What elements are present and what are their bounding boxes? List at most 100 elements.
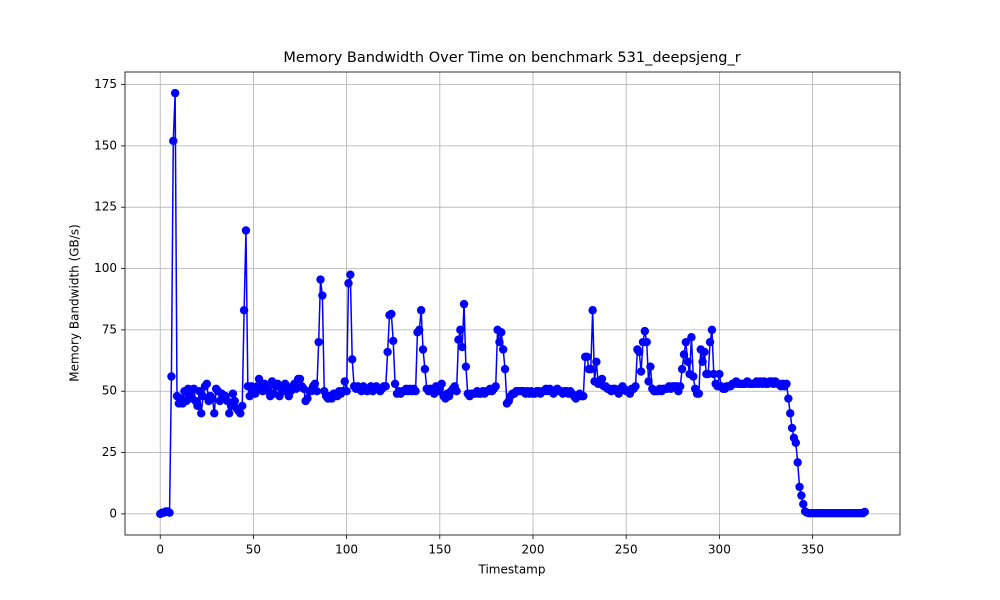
data-point [588,306,597,315]
y-tick-label: 125 [94,200,117,214]
data-point [437,379,446,389]
data-point [694,389,704,398]
data-point [452,387,461,396]
data-point [314,337,323,347]
data-point [860,507,869,517]
data-point [640,326,650,336]
data-point [592,357,601,366]
x-tick-label: 200 [522,543,545,557]
data-point [597,374,607,384]
data-point [420,364,430,374]
data-point [495,337,504,347]
data-point [586,364,595,374]
data-point [254,374,264,384]
axes-frame [124,71,901,536]
y-tick-label: 75 [102,322,117,336]
plot [156,88,869,519]
data-point [230,396,239,406]
y-tick-label: 25 [102,445,117,459]
data-point [582,352,592,362]
data-point [295,374,305,384]
data-point [387,309,396,319]
data-point [715,369,724,379]
data-point [457,342,467,352]
data-point [500,364,510,374]
data-point [646,362,655,371]
data-point [316,275,325,284]
data-point [165,508,174,517]
data-point [342,387,351,396]
data-point [782,379,791,389]
data-point [497,328,506,337]
x-tick-label: 300 [708,543,731,557]
data-point [241,226,251,235]
x-tick-label: 250 [615,543,638,557]
data-point [383,347,392,357]
data-point [683,357,692,366]
data-point [793,458,802,467]
data-point [390,379,400,389]
data-point [681,337,691,347]
data-point [700,347,709,357]
data-point [642,337,651,347]
x-tick-label: 50 [246,543,261,557]
data-point [787,423,797,433]
data-point [310,379,320,389]
data-point [210,409,219,418]
data-point [418,345,428,354]
data-point [636,367,646,376]
data-point [346,270,355,279]
data-point [795,482,804,492]
data-point [340,377,349,386]
data-point [784,394,793,403]
data-point [193,401,202,411]
data-point [167,372,176,381]
x-axis-label: Timestamp [478,563,546,577]
data-point [676,382,685,391]
data-point [228,389,238,398]
data-point [579,391,588,401]
y-tick-label: 175 [94,77,117,91]
data-point [491,382,500,391]
y-tick-label: 50 [102,384,117,398]
data-point [416,306,426,315]
data-point [689,372,698,381]
data-point [677,364,687,374]
data-point [251,389,260,398]
x-tick-label: 350 [801,543,824,557]
data-point [454,335,463,344]
y-axis-label: Memory Bandwidth (GB/s) [68,224,82,382]
data-point [239,306,249,315]
data-point [456,325,465,335]
data-point [644,377,653,386]
data-point [786,409,795,418]
data-point [303,394,312,403]
data-point [687,333,696,342]
x-tick-label: 0 [156,543,164,557]
data-point [415,325,424,335]
data-point [170,88,180,98]
data-point [312,387,321,396]
data-point [791,438,801,447]
y-tick-label: 150 [94,138,117,152]
data-point [679,350,689,359]
data-point [198,391,208,401]
y-tick-label: 100 [94,261,117,275]
data-point [197,409,206,418]
data-point [705,337,715,347]
data-point [238,401,247,411]
data-point [208,394,217,403]
data-point [707,325,717,335]
data-point [631,382,640,391]
data-point [202,379,212,389]
data-point [461,362,471,371]
data-point [498,345,508,354]
data-point [389,336,398,346]
data-point [224,409,234,418]
chart-title: Memory Bandwidth Over Time on benchmark … [283,50,740,66]
data-point [344,279,353,288]
y-tick-label: 0 [109,506,117,520]
data-point [635,347,644,357]
